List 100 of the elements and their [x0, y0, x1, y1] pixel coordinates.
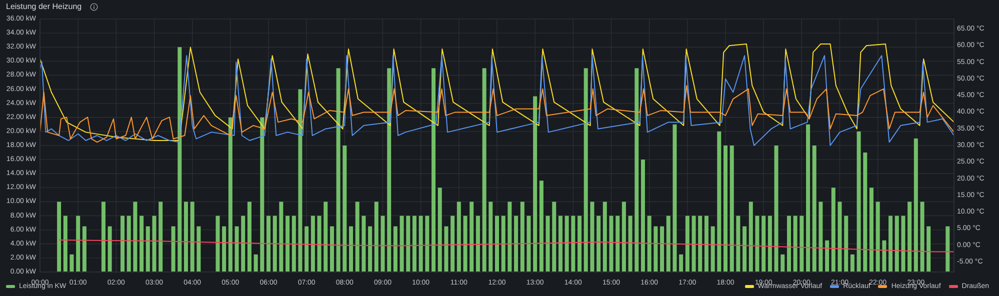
bar: [495, 216, 499, 272]
bar: [133, 202, 138, 272]
bar: [190, 202, 194, 272]
bar: [685, 216, 690, 272]
bar: [596, 216, 601, 272]
bar: [178, 47, 182, 272]
bar: [450, 216, 455, 272]
bar: [825, 240, 830, 272]
bar: [418, 216, 423, 272]
bar: [774, 146, 778, 272]
bar: [425, 216, 430, 272]
line-series: [58, 240, 954, 252]
bar: [698, 216, 702, 272]
bar: [894, 216, 899, 272]
bar: [908, 202, 912, 272]
bar: [336, 68, 340, 272]
line-series: [40, 43, 954, 142]
bar: [406, 216, 410, 272]
bar: [882, 240, 886, 272]
bar: [387, 68, 392, 272]
bar: [863, 152, 868, 272]
bar: [786, 216, 791, 272]
bar: [158, 202, 163, 272]
chart-title: Leistung der Heizung: [6, 2, 82, 11]
bar: [196, 226, 201, 272]
bar: [349, 226, 354, 272]
bar: [533, 96, 538, 272]
bar: [438, 188, 442, 272]
bar: [222, 226, 226, 272]
bar: [564, 216, 569, 272]
bar: [920, 202, 924, 272]
bar: [578, 216, 582, 272]
bar: [241, 216, 246, 272]
bar: [108, 226, 112, 272]
bar: [482, 68, 486, 272]
bar: [850, 254, 854, 272]
bar: [76, 216, 80, 272]
bar: [602, 202, 607, 272]
bar: [463, 216, 468, 272]
bar: [70, 254, 74, 272]
bar: [818, 202, 823, 272]
bar: [888, 216, 893, 272]
bar: [184, 202, 188, 272]
bar: [260, 117, 264, 272]
bar: [310, 216, 315, 272]
bar: [514, 216, 518, 272]
bar: [780, 254, 785, 272]
bar: [330, 226, 334, 272]
bar: [304, 226, 309, 272]
bar: [946, 226, 950, 272]
bar: [82, 226, 86, 272]
bar: [272, 216, 277, 272]
bar: [247, 202, 252, 272]
bar: [476, 216, 480, 272]
bar: [793, 216, 798, 272]
bar: [634, 68, 639, 272]
bar: [152, 216, 156, 272]
bar: [672, 124, 677, 272]
bar: [869, 188, 874, 272]
bar: [216, 216, 220, 272]
bar: [647, 216, 652, 272]
bar: [640, 160, 645, 272]
bar: [362, 216, 366, 272]
bar: [412, 216, 416, 272]
bar: [831, 188, 836, 272]
bar: [470, 202, 474, 272]
bar: [901, 216, 906, 272]
bar: [539, 180, 544, 272]
bar: [380, 216, 385, 272]
bar: [393, 226, 398, 272]
bar: [926, 226, 931, 272]
bar: [368, 226, 372, 272]
bar: [812, 146, 816, 272]
bar: [609, 216, 614, 272]
bar: [856, 131, 861, 272]
bar: [679, 254, 684, 272]
bar: [126, 216, 131, 272]
bar: [374, 202, 378, 272]
bar: [717, 131, 722, 272]
bar: [292, 216, 296, 272]
bar: [57, 202, 62, 272]
bar: [324, 202, 328, 272]
bar: [501, 216, 506, 272]
bar: [508, 202, 512, 272]
bar: [146, 226, 150, 272]
bar: [838, 202, 842, 272]
bar: [140, 216, 144, 272]
bar: [101, 202, 106, 272]
bar: [488, 202, 493, 272]
bar: [63, 216, 68, 272]
bar: [444, 226, 448, 272]
bar: [654, 226, 658, 272]
bar: [432, 68, 436, 272]
bar: [228, 117, 232, 272]
bar: [704, 216, 708, 272]
bar: [558, 216, 562, 272]
bar: [768, 216, 772, 272]
bar: [590, 202, 594, 272]
bar: [520, 202, 524, 272]
bar: [616, 216, 620, 272]
